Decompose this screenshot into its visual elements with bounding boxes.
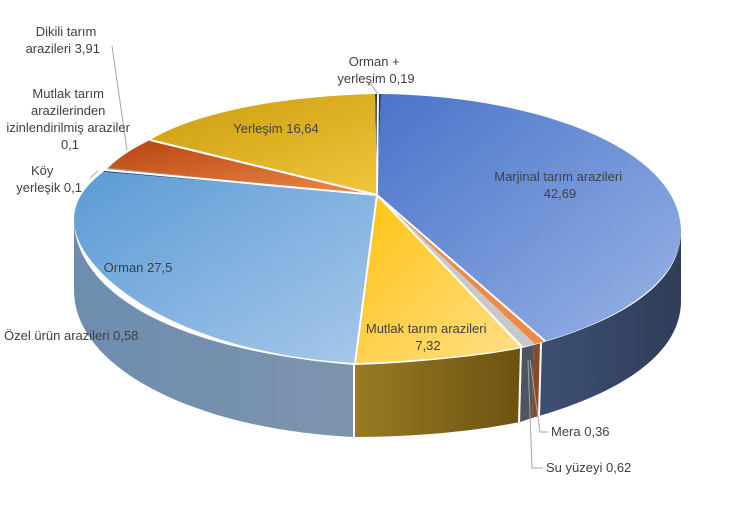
label-marjinal: Marjinal tarım arazileri 42,69 — [494, 169, 626, 201]
label-ozel-urun: Özel ürün arazileri 0,58 — [4, 328, 138, 343]
label-koy-yerlesik: Köy yerleşik 0,1 — [16, 163, 82, 195]
label-orman: Orman 27,5 — [104, 260, 173, 275]
side-marjinal — [539, 232, 681, 416]
slice-marjinal — [377, 94, 681, 341]
label-mera: Mera 0,36 — [551, 424, 610, 439]
side-orman — [74, 220, 354, 437]
slice-dikili — [108, 140, 377, 195]
pie-top — [74, 93, 681, 437]
label-dikili: Dikili tarım arazileri 3,91 — [26, 24, 100, 56]
label-orman-yerlesim: Orman + yerleşim 0,19 — [337, 54, 414, 86]
slice-mutlak-tarim — [356, 195, 522, 363]
leader-lines — [89, 45, 548, 469]
slice-orman — [74, 172, 377, 363]
label-su-yuzeyi: Su yüzeyi 0,62 — [546, 460, 631, 475]
side-su-yuzeyi — [520, 345, 534, 422]
side-mutlak-tarim — [354, 348, 522, 437]
pie-sides — [74, 220, 681, 437]
label-yerlesim: Yerleşim 16,64 — [233, 121, 319, 136]
label-mutlak-tarim: Mutlak tarım arazileri 7,32 — [366, 321, 490, 353]
slice-su-yuzeyi — [377, 195, 535, 347]
label-mutlak-izin: Mutlak tarım arazilerinden izinlendirilm… — [6, 86, 133, 152]
data-labels: Marjinal tarım arazileri 42,69 Orman + y… — [4, 24, 631, 475]
